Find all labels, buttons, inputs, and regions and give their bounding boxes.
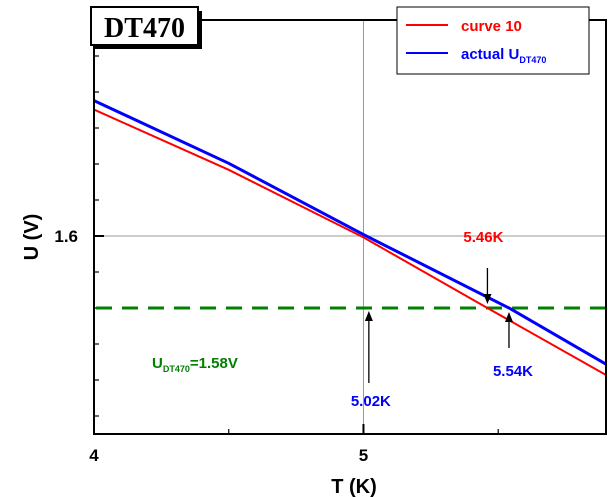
arrowhead-5-54k [504, 312, 513, 322]
series-curve-10-line [93, 108, 607, 376]
sensor-badge-label: DT470 [104, 13, 185, 44]
arrowhead-5-46k [483, 294, 492, 304]
annotation-5-02k: 5.02K [351, 393, 391, 410]
x-axis-title: T (K) [331, 476, 377, 497]
minor-ticks [94, 55, 499, 434]
sensor-badge: DT470 [90, 6, 202, 49]
legend: curve 10 actual UDT470 [396, 6, 590, 75]
legend-label-curve-10: curve 10 [461, 18, 522, 35]
plot-frame [93, 19, 607, 435]
annotations: 5.46K 5.54K 5.02K [351, 229, 533, 410]
series-actual-u-line [93, 99, 607, 366]
y-tick-label: 1.6 [54, 227, 78, 246]
x-tick-label: 4 [89, 446, 99, 465]
reference-line-label: UDT470=1.58V [152, 355, 238, 374]
arrowhead-5-02k [364, 311, 373, 321]
annotation-5-54k: 5.54K [493, 363, 533, 380]
legend-label-actual-u: actual UDT470 [461, 46, 546, 65]
annotation-5-46k: 5.46K [463, 229, 503, 246]
y-axis-ticks: 1.6 [54, 227, 104, 246]
y-axis-title: U (V) [21, 214, 43, 261]
x-tick-label: 5 [359, 446, 368, 465]
